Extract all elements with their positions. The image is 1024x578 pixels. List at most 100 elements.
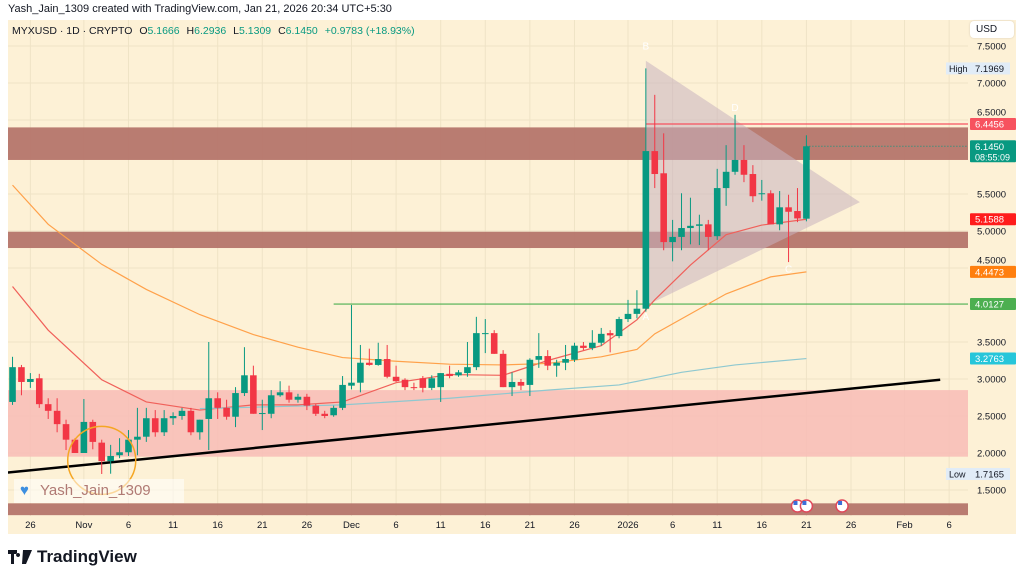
trend-line	[8, 378, 941, 474]
candle-body	[107, 455, 114, 462]
candle	[62, 419, 70, 451]
zone-rectangle	[8, 231, 968, 249]
candle-body	[250, 375, 257, 414]
flag-canton	[793, 501, 798, 505]
candle	[294, 393, 302, 403]
candle-body	[517, 381, 525, 386]
candle-body	[437, 373, 444, 388]
candle-body	[169, 416, 177, 419]
candle-body	[241, 375, 248, 394]
candle-body	[98, 442, 106, 462]
candle	[490, 330, 498, 354]
candle	[615, 316, 623, 339]
candle-body	[383, 359, 391, 377]
date-tick-label: 21	[525, 520, 536, 531]
extreme-value: 1.7165	[975, 469, 1004, 480]
date-tick-label: 26	[569, 520, 580, 531]
low-label: L	[233, 25, 240, 37]
tradingview-logo-icon	[8, 550, 32, 564]
price-tick-label: 7.5000	[977, 42, 1006, 53]
candle-body	[71, 439, 79, 453]
extreme-value-bg	[970, 467, 1010, 480]
flag-canton	[838, 501, 843, 505]
candle-body	[624, 313, 632, 320]
zone-rectangle	[8, 127, 968, 160]
date-tick-label: 16	[757, 520, 768, 531]
date-tick-label: 6	[126, 520, 131, 531]
candle-body	[267, 395, 275, 414]
candle-body	[35, 378, 43, 405]
candle	[508, 372, 516, 397]
candle-body	[89, 421, 97, 442]
candle	[571, 342, 578, 362]
date-tick-label: 21	[801, 520, 812, 531]
candle-body	[696, 224, 703, 226]
candle-body	[330, 407, 337, 416]
open-value: 5.1666	[147, 25, 180, 37]
date-tick-label: 11	[168, 520, 178, 531]
candle	[455, 370, 462, 377]
high-value: 6.2936	[194, 25, 227, 37]
candle-body	[455, 372, 462, 376]
candle	[678, 193, 685, 251]
candle-body	[62, 424, 70, 440]
candle-body	[615, 319, 623, 337]
date-tick-label: 11	[712, 520, 722, 531]
date-tick-label: 16	[480, 520, 491, 531]
candle	[116, 438, 123, 459]
candle	[232, 387, 239, 428]
candle-body	[285, 392, 293, 400]
symbol-info[interactable]: MYXUSD · 1D · CRYPTO	[12, 25, 133, 37]
candle	[473, 316, 480, 371]
tradingview-logo[interactable]: TradingView	[8, 547, 137, 567]
candle	[580, 342, 587, 351]
candle-body	[642, 151, 650, 309]
candle-body	[410, 387, 418, 389]
candle	[481, 319, 489, 354]
candle-body	[125, 439, 132, 453]
candle	[803, 135, 810, 222]
candle	[143, 407, 150, 442]
date-tick-label: 6	[670, 520, 675, 531]
candle	[776, 191, 783, 231]
high-label: H	[186, 25, 195, 37]
candle	[339, 376, 346, 411]
candle-body	[562, 359, 569, 363]
price-tag-label: 5.1588	[975, 215, 1004, 226]
candle	[687, 197, 694, 245]
price-tick-label: 4.5000	[977, 255, 1006, 266]
price-tag	[970, 352, 1016, 365]
pattern-point-label: B	[643, 42, 650, 53]
candle	[392, 365, 400, 382]
candle	[606, 330, 614, 353]
candle	[704, 219, 712, 251]
candle-body	[276, 392, 284, 396]
date-tick-label: 26	[302, 520, 313, 531]
candle	[196, 419, 204, 440]
price-tick-label: 5.0000	[977, 227, 1006, 238]
candle	[89, 419, 97, 450]
date-tick-label: 16	[212, 520, 223, 531]
event-icon[interactable]	[835, 499, 849, 513]
candle-body	[366, 362, 373, 365]
candle	[767, 190, 775, 225]
candle	[321, 410, 329, 419]
zone-rectangle	[8, 503, 968, 516]
candle	[169, 412, 177, 425]
event-icon[interactable]	[799, 499, 814, 513]
candle-body	[18, 367, 25, 382]
currency-button[interactable]: USD	[970, 21, 1014, 38]
candle	[624, 299, 632, 323]
candle-body	[767, 193, 775, 225]
price-tag-label: 6.4456	[975, 120, 1004, 131]
candle-body	[134, 436, 141, 440]
candle	[437, 373, 444, 402]
candle	[80, 398, 88, 453]
candle	[464, 342, 471, 377]
countdown-label: 08:55:09	[975, 152, 1010, 162]
candle-body	[535, 356, 543, 360]
candle-body	[731, 159, 739, 172]
candle-body	[678, 228, 685, 237]
date-tick-label: 6	[393, 520, 398, 531]
